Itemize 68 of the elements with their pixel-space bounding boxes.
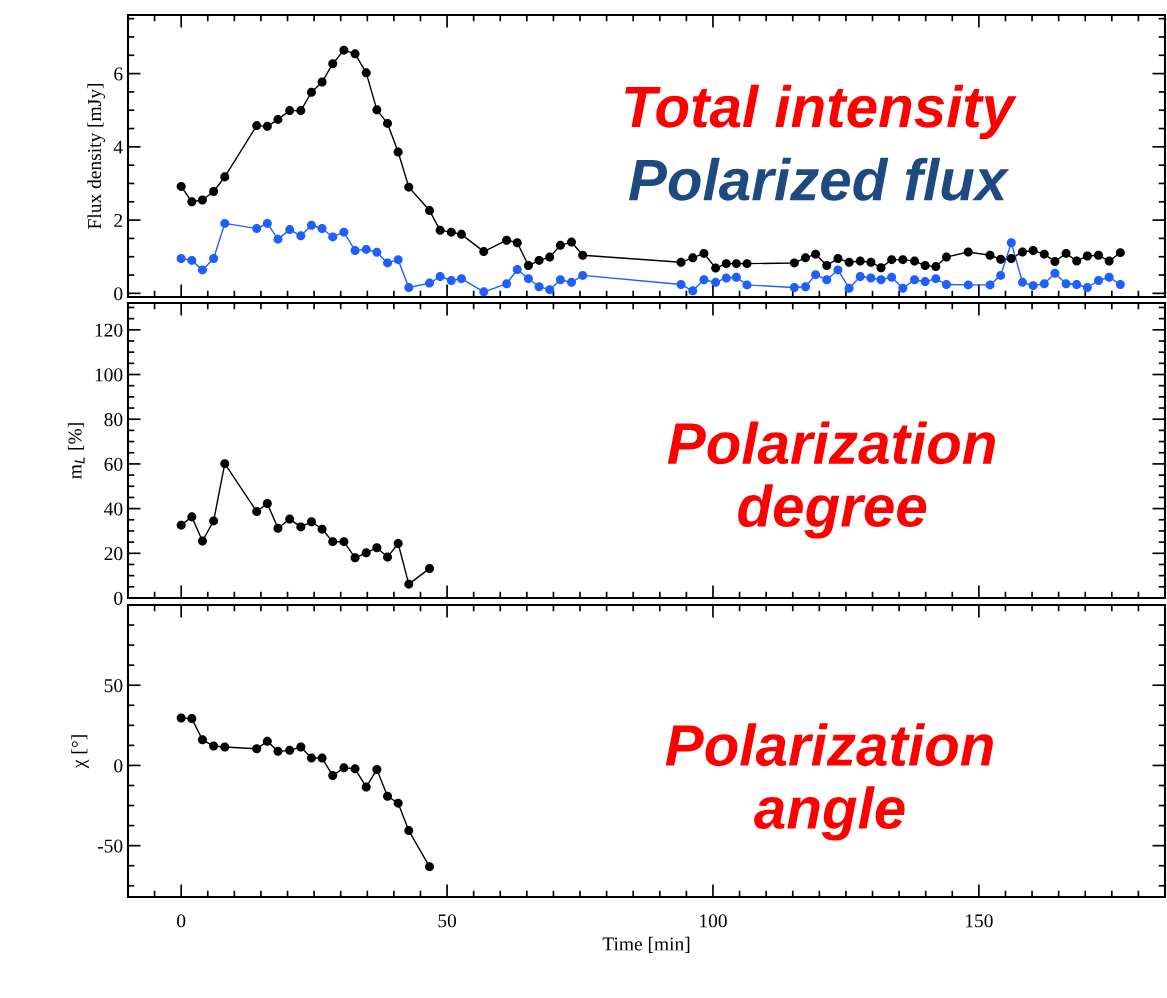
point — [306, 517, 316, 527]
y-tick-label: 2 — [114, 213, 123, 227]
point — [425, 564, 435, 573]
y-axis-title: m$_{L}$ [%] — [67, 423, 85, 479]
point — [339, 537, 349, 547]
x-tick-label: 100 — [700, 914, 727, 928]
point — [372, 764, 382, 774]
point — [383, 791, 393, 801]
annotation: Polarized flux — [629, 157, 1010, 201]
y-tick-label: 50 — [104, 679, 123, 693]
x-axis-title: Time [min] — [602, 936, 690, 953]
x-tick-label: 50 — [438, 914, 457, 928]
point — [273, 523, 283, 533]
point — [404, 579, 414, 589]
x-tick-label: 0 — [177, 914, 186, 928]
point — [339, 763, 349, 773]
point — [209, 741, 219, 751]
y-tick-label: 0 — [114, 287, 123, 301]
point — [197, 735, 207, 745]
point — [285, 514, 295, 524]
point — [361, 782, 371, 792]
point — [176, 520, 186, 530]
point — [404, 826, 414, 836]
y-tick-label: 20 — [104, 547, 123, 561]
point — [317, 753, 327, 763]
point — [252, 507, 262, 517]
point — [383, 552, 393, 562]
point — [220, 459, 230, 469]
point — [425, 862, 435, 872]
point — [176, 713, 186, 723]
point — [285, 745, 295, 755]
point — [187, 714, 197, 724]
point — [296, 522, 306, 532]
point — [393, 538, 403, 548]
point — [296, 742, 306, 752]
point — [262, 498, 272, 508]
point — [187, 512, 197, 522]
annotation: Total intensity — [625, 84, 1017, 140]
point — [317, 524, 327, 534]
y-tick-label: 60 — [104, 457, 123, 471]
y-tick-label: 4 — [113, 140, 123, 154]
x-tick-label: 150 — [966, 914, 993, 928]
y-axis-title: χ [°] — [71, 735, 89, 769]
annotation: Polarization angle — [665, 723, 993, 841]
y-tick-label: 100 — [95, 368, 123, 382]
y-tick-label: 120 — [95, 323, 123, 337]
point — [350, 764, 360, 774]
y-tick-label: 0 — [114, 591, 123, 605]
y-tick-label: -50 — [97, 839, 123, 853]
y-tick-label: 6 — [114, 67, 123, 81]
point — [262, 736, 272, 746]
point — [372, 543, 382, 553]
point — [350, 553, 360, 563]
y-tick-label: 0 — [114, 759, 123, 773]
point — [306, 753, 316, 763]
point — [328, 771, 338, 781]
point — [393, 798, 403, 808]
y-tick-label: 80 — [104, 413, 123, 427]
point — [197, 536, 207, 546]
y-tick-label: 40 — [104, 502, 123, 516]
point — [273, 746, 283, 756]
point — [252, 744, 262, 754]
point — [361, 548, 371, 558]
point — [220, 742, 230, 752]
point — [328, 537, 338, 547]
y-axis-title: Flux density [mJy] — [87, 83, 106, 229]
point — [209, 516, 219, 526]
annotation: Polarization degree — [667, 421, 995, 539]
